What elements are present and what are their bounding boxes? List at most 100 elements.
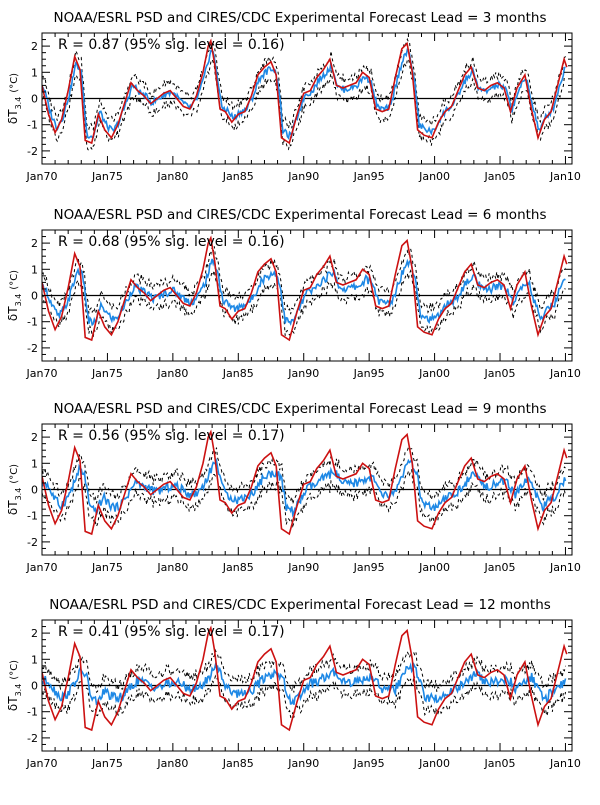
x-tick-label: Jan10	[549, 561, 581, 574]
y-axis-label-unit: (°C)	[9, 464, 20, 484]
confidence-bound-lower	[42, 269, 566, 337]
x-tick-label: Jan90	[287, 757, 319, 770]
confidence-bound-lower	[42, 57, 566, 152]
y-tick-label: 2	[31, 40, 38, 53]
x-tick-label: Jan85	[222, 561, 254, 574]
x-tick-label: Jan95	[353, 367, 385, 380]
x-tick-label: Jan75	[91, 170, 123, 183]
plot-area	[42, 235, 568, 342]
x-tick-label: Jan05	[484, 170, 516, 183]
x-tick-label: Jan85	[222, 757, 254, 770]
y-tick-label: 0	[31, 290, 38, 303]
y-axis-label-unit: (°C)	[9, 73, 20, 93]
forecast-line	[42, 258, 566, 327]
y-axis-label-main: δT	[6, 306, 20, 321]
y-axis-label-sub: 3.4	[14, 488, 23, 501]
x-tick-label: Jan95	[353, 170, 385, 183]
x-tick-label: Jan05	[484, 561, 516, 574]
x-tick-label: Jan70	[26, 757, 58, 770]
x-tick-label: Jan70	[26, 170, 58, 183]
chart-panel-4: NOAA/ESRL PSD and CIRES/CDC Experimental…	[6, 597, 581, 770]
x-tick-label: Jan95	[353, 757, 385, 770]
y-tick-label: 1	[31, 66, 38, 79]
y-tick-label: -2	[27, 732, 38, 745]
x-tick-label: Jan75	[91, 561, 123, 574]
forecast-line	[42, 662, 567, 706]
observed-line	[42, 625, 568, 732]
correlation-annotation: R = 0.41 (95% sig. level = 0.17)	[58, 624, 285, 640]
y-tick-label: 0	[31, 93, 38, 106]
correlation-annotation: R = 0.56 (95% sig. level = 0.17)	[58, 428, 285, 444]
y-tick-label: 1	[31, 263, 38, 276]
y-axis-label: δT3.4 (°C)	[6, 270, 23, 321]
correlation-annotation: R = 0.68 (95% sig. level = 0.16)	[58, 234, 285, 250]
x-tick-label: Jan95	[353, 561, 385, 574]
x-tick-label: Jan85	[222, 367, 254, 380]
forecast-line	[42, 48, 566, 140]
x-tick-label: Jan70	[26, 561, 58, 574]
forecast-line	[42, 456, 567, 518]
chart-title: NOAA/ESRL PSD and CIRES/CDC Experimental…	[53, 10, 546, 26]
plot-area	[42, 37, 568, 152]
observed-line	[42, 38, 568, 145]
x-tick-label: Jan90	[287, 367, 319, 380]
x-tick-label: Jan80	[156, 561, 188, 574]
y-axis-label: δT3.4 (°C)	[6, 464, 23, 515]
chart-title: NOAA/ESRL PSD and CIRES/CDC Experimental…	[49, 597, 551, 613]
x-tick-label: Jan10	[549, 367, 581, 380]
y-tick-label: 2	[31, 627, 38, 640]
y-axis-label-main: δT	[6, 696, 20, 711]
plot-area	[42, 429, 568, 536]
y-axis-label-main: δT	[6, 109, 20, 124]
y-tick-label: 1	[31, 457, 38, 470]
y-axis-label-main: δT	[6, 500, 20, 515]
x-tick-label: Jan00	[418, 757, 450, 770]
x-tick-label: Jan75	[91, 367, 123, 380]
y-axis-label-unit: (°C)	[9, 270, 20, 290]
x-tick-label: Jan75	[91, 757, 123, 770]
x-tick-label: Jan90	[287, 561, 319, 574]
y-axis-label-sub: 3.4	[14, 97, 23, 110]
y-tick-label: 1	[31, 653, 38, 666]
chart-panel-2: NOAA/ESRL PSD and CIRES/CDC Experimental…	[6, 207, 581, 380]
chart-panel-1: NOAA/ESRL PSD and CIRES/CDC Experimental…	[6, 10, 581, 183]
y-axis-label-sub: 3.4	[14, 294, 23, 307]
confidence-bound-lower	[42, 674, 566, 718]
y-tick-label: -1	[27, 119, 38, 132]
y-tick-label: 2	[31, 237, 38, 250]
y-tick-label: 2	[31, 431, 38, 444]
x-tick-label: Jan05	[484, 757, 516, 770]
y-tick-label: -1	[27, 510, 38, 523]
y-tick-label: -2	[27, 145, 38, 158]
y-tick-label: -1	[27, 316, 38, 329]
plot-area	[42, 625, 568, 732]
x-tick-label: Jan00	[418, 367, 450, 380]
confidence-bound-lower	[42, 468, 566, 529]
x-tick-label: Jan85	[222, 170, 254, 183]
observed-line	[42, 429, 568, 536]
chart-title: NOAA/ESRL PSD and CIRES/CDC Experimental…	[53, 401, 546, 417]
x-tick-label: Jan80	[156, 757, 188, 770]
y-tick-label: -2	[27, 342, 38, 355]
chart-panel-3: NOAA/ESRL PSD and CIRES/CDC Experimental…	[6, 401, 581, 574]
y-axis-label-unit: (°C)	[9, 660, 20, 680]
x-tick-label: Jan10	[549, 757, 581, 770]
x-tick-label: Jan00	[418, 170, 450, 183]
x-tick-label: Jan70	[26, 367, 58, 380]
confidence-bound-upper	[42, 648, 566, 693]
y-tick-label: -2	[27, 536, 38, 549]
y-axis-label-sub: 3.4	[14, 684, 23, 697]
y-axis-label: δT3.4 (°C)	[6, 660, 23, 711]
chart-title: NOAA/ESRL PSD and CIRES/CDC Experimental…	[53, 207, 546, 223]
x-tick-label: Jan00	[418, 561, 450, 574]
x-tick-label: Jan10	[549, 170, 581, 183]
y-tick-label: -1	[27, 706, 38, 719]
observed-line	[42, 235, 568, 342]
y-tick-label: 0	[31, 484, 38, 497]
x-tick-label: Jan90	[287, 170, 319, 183]
y-axis-label: δT3.4 (°C)	[6, 73, 23, 124]
x-tick-label: Jan80	[156, 367, 188, 380]
y-tick-label: 0	[31, 680, 38, 693]
